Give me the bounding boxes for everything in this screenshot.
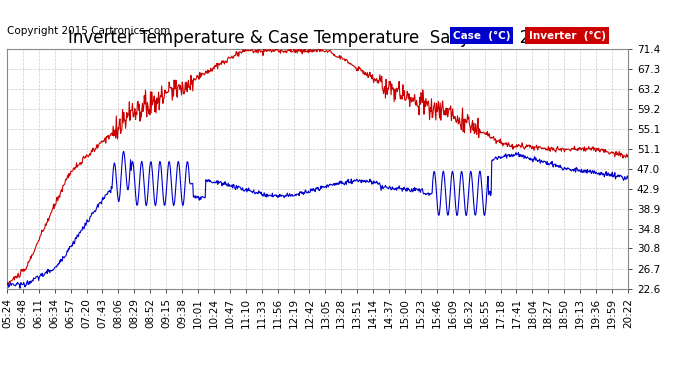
Text: Copyright 2015 Cartronics.com: Copyright 2015 Cartronics.com (7, 26, 170, 36)
Title: Inverter Temperature & Case Temperature  Sat Jun 27 20:35: Inverter Temperature & Case Temperature … (68, 29, 567, 47)
Text: Inverter  (°C): Inverter (°C) (529, 30, 606, 40)
Text: Case  (°C): Case (°C) (453, 30, 511, 40)
